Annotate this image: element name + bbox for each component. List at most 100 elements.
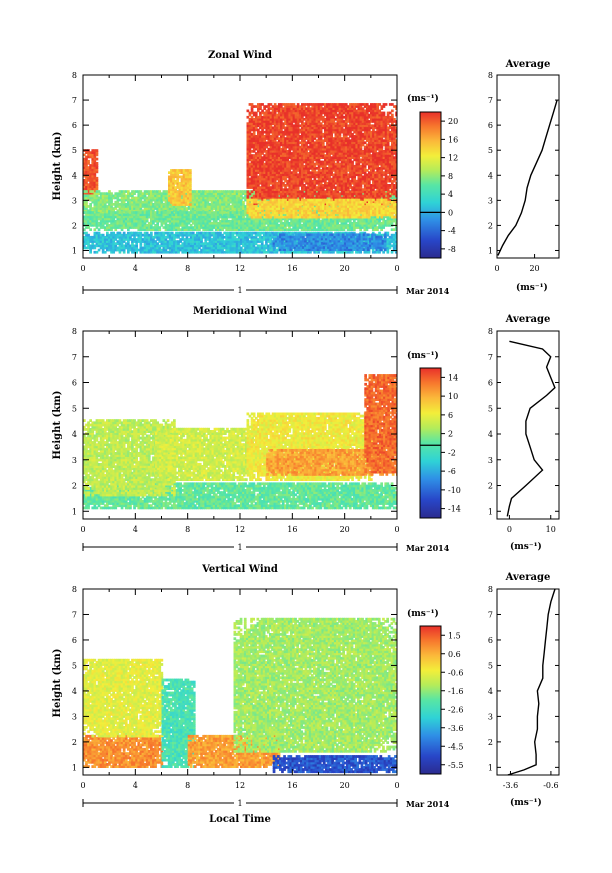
heatmap-cell bbox=[143, 209, 147, 213]
heatmap-cell bbox=[160, 215, 164, 219]
heatmap-cell bbox=[304, 224, 308, 227]
heatmap-cell bbox=[348, 217, 352, 221]
heatmap-cell bbox=[231, 240, 235, 243]
heatmap-cell bbox=[250, 154, 254, 157]
heatmap-cell bbox=[279, 224, 283, 227]
heatmap-cell bbox=[257, 115, 260, 119]
heatmap-cell bbox=[89, 207, 92, 210]
heatmap-cell bbox=[150, 213, 153, 217]
heatmap-cell bbox=[259, 139, 262, 142]
heatmap-cell bbox=[259, 145, 262, 149]
heatmap-cell bbox=[263, 209, 266, 213]
heatmap-cell bbox=[233, 246, 237, 250]
heatmap-cell bbox=[97, 240, 101, 243]
heatmap-cell bbox=[252, 105, 256, 108]
heatmap-cell bbox=[302, 250, 306, 254]
heatmap-cell bbox=[170, 207, 174, 210]
heatmap-cell bbox=[189, 213, 193, 217]
heatmap-cell bbox=[254, 164, 258, 168]
heatmap-cell bbox=[261, 175, 264, 179]
heatmap-cell bbox=[371, 228, 375, 231]
heatmap-cell bbox=[252, 141, 256, 145]
heatmap-cell bbox=[229, 213, 233, 217]
heatmap-cell bbox=[139, 207, 143, 210]
heatmap-cell bbox=[85, 187, 88, 191]
heatmap-cell bbox=[248, 167, 252, 170]
heatmap-cell bbox=[363, 228, 367, 231]
heatmap-cell bbox=[225, 242, 228, 245]
heatmap-cell bbox=[246, 240, 249, 243]
heatmap-cell bbox=[237, 224, 241, 227]
heatmap-cell bbox=[124, 213, 128, 217]
heatmap-cell bbox=[319, 221, 323, 225]
heatmap-cell bbox=[254, 181, 258, 185]
heatmap-cell bbox=[91, 164, 95, 167]
heatmap-cell bbox=[99, 209, 103, 213]
heatmap-cell bbox=[384, 190, 388, 193]
heatmap-cell bbox=[127, 231, 130, 235]
heatmap-cell bbox=[162, 231, 166, 235]
heatmap-cell bbox=[85, 194, 88, 198]
heatmap-cell bbox=[120, 240, 124, 243]
heatmap-cell bbox=[108, 207, 111, 210]
heatmap-cell bbox=[108, 233, 111, 237]
heatmap-cell bbox=[198, 207, 201, 210]
heatmap-cell bbox=[147, 250, 151, 254]
heatmap-cell bbox=[93, 174, 97, 178]
heatmap-cell bbox=[175, 228, 178, 231]
heatmap-cell bbox=[288, 231, 291, 235]
heatmap-cell bbox=[257, 164, 260, 168]
heatmap-cell bbox=[365, 250, 369, 254]
heatmap-cell bbox=[208, 192, 212, 195]
heatmap-cell bbox=[131, 246, 134, 250]
heatmap-cell bbox=[122, 194, 126, 198]
heatmap-cell bbox=[313, 224, 316, 227]
heatmap-cell bbox=[170, 228, 174, 231]
heatmap-cell bbox=[250, 118, 254, 121]
heatmap-cell bbox=[127, 213, 130, 217]
heatmap-cell bbox=[89, 244, 92, 248]
heatmap-cell bbox=[116, 215, 120, 219]
heatmap-cell bbox=[85, 170, 88, 174]
heatmap-cell bbox=[390, 244, 394, 248]
heatmap-cell bbox=[147, 221, 151, 225]
heatmap-cell bbox=[254, 160, 258, 164]
heatmap-cell bbox=[325, 250, 329, 254]
heatmap-cell bbox=[143, 215, 147, 219]
heatmap-cell bbox=[160, 224, 164, 227]
heatmap-cell bbox=[150, 224, 153, 227]
heatmap-cell bbox=[166, 213, 170, 217]
heatmap-cell bbox=[210, 240, 214, 243]
heatmap-cell bbox=[223, 209, 226, 213]
heatmap-cell bbox=[257, 194, 260, 198]
heatmap-cell bbox=[386, 219, 390, 223]
heatmap-cell bbox=[204, 192, 208, 195]
heatmap-cell bbox=[378, 250, 381, 254]
heatmap-cell bbox=[227, 209, 231, 213]
heatmap-cell bbox=[152, 192, 155, 195]
heatmap-cell bbox=[166, 217, 170, 221]
heatmap-cell bbox=[139, 228, 143, 231]
heatmap-cell bbox=[156, 211, 159, 214]
heatmap-cell bbox=[323, 226, 327, 229]
heatmap-cell bbox=[344, 219, 348, 223]
heatmap-cell bbox=[212, 219, 216, 223]
heatmap-cell bbox=[217, 240, 220, 243]
heatmap-cell bbox=[127, 194, 130, 198]
heatmap-cell bbox=[231, 228, 235, 231]
heatmap-cell bbox=[302, 190, 306, 193]
heatmap-cell bbox=[210, 213, 214, 217]
heatmap-cell bbox=[145, 205, 149, 208]
heatmap-cell bbox=[170, 201, 173, 204]
heatmap-cell bbox=[196, 198, 199, 202]
heatmap-cell bbox=[182, 186, 186, 189]
heatmap-cell bbox=[250, 190, 254, 194]
heatmap-cell bbox=[300, 224, 304, 227]
heatmap-cell bbox=[133, 196, 136, 200]
heatmap-cell bbox=[182, 201, 186, 204]
heatmap-cell bbox=[99, 219, 103, 223]
heatmap-cell bbox=[223, 207, 226, 210]
heatmap-cell bbox=[261, 177, 264, 181]
heatmap-cell bbox=[252, 224, 256, 227]
heatmap-cell bbox=[261, 120, 264, 123]
